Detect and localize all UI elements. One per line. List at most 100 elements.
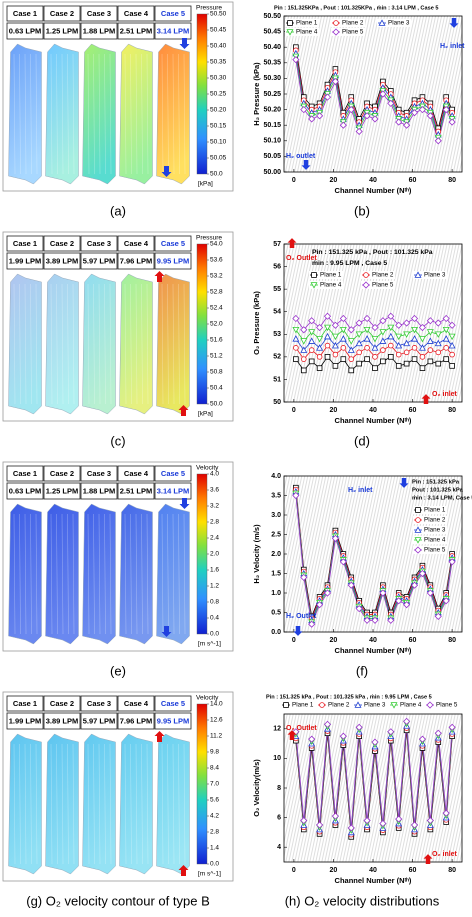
data-point [435, 360, 442, 367]
annotation: Pin : 151.325 kPa [412, 480, 460, 486]
data-point [331, 321, 339, 329]
colorbar-label: 50.35 [210, 59, 227, 66]
legend-background [413, 536, 447, 544]
data-point [403, 121, 411, 129]
channel-line [87, 513, 90, 635]
case-header: Case 1 [13, 699, 37, 708]
contour-plate [119, 503, 153, 645]
channel-line [30, 743, 32, 865]
data-point [371, 335, 379, 343]
legend-background [377, 19, 411, 27]
legend-marker [310, 282, 318, 289]
flow-arrow [179, 498, 190, 509]
y-tick-label: 50.45 [263, 28, 281, 35]
channel-line [135, 743, 138, 865]
data-point [371, 323, 379, 332]
channel-line [124, 743, 127, 865]
header-cell [6, 695, 44, 712]
contour-plate [8, 733, 42, 875]
flow-cell [6, 22, 44, 40]
channel-line [104, 53, 106, 175]
case-header: Case 5 [161, 699, 185, 708]
flow-arrow [161, 166, 172, 177]
case-header: Case 3 [87, 239, 111, 248]
plot-background [284, 714, 462, 862]
contour-plate [156, 273, 190, 415]
channel-line [178, 513, 180, 635]
channel-line [109, 283, 112, 405]
data-point [387, 99, 395, 107]
case-header: Case 4 [124, 699, 149, 708]
y-tick-label: 52 [273, 354, 281, 361]
caption: (f) [356, 663, 368, 678]
flow-arrow [423, 854, 433, 864]
flow-arrow [287, 730, 297, 740]
colorbar-label: 50.40 [210, 43, 227, 50]
flow-rate: 5.97 LPM [83, 256, 116, 265]
data-point [411, 345, 418, 351]
colorbar [196, 13, 208, 175]
channel-line [30, 53, 32, 175]
data-point [340, 356, 347, 362]
channel-line [30, 283, 32, 405]
legend-background [331, 19, 365, 27]
data-point [332, 351, 339, 358]
channel-line [56, 53, 58, 175]
case-header: Case 3 [87, 469, 111, 478]
channel-line [98, 743, 101, 865]
channel-line [93, 513, 95, 635]
flow-rate: 7.96 LPM [120, 716, 153, 725]
y-axis-label: H₂ Pressure (kPa) [252, 62, 261, 126]
colorbar-title: Pressure [196, 5, 222, 12]
case-header: Case 3 [87, 9, 111, 18]
data-point [300, 367, 307, 374]
flow-rate: 5.97 LPM [83, 716, 116, 725]
header-cell [80, 465, 118, 482]
x-tick-label: 60 [409, 407, 417, 414]
data-point [442, 335, 450, 342]
channel-line [183, 283, 186, 405]
colorbar [196, 243, 208, 405]
legend-background [413, 271, 447, 279]
y-tick-label: 1.5 [271, 570, 281, 577]
flow-rate: 1.88 LPM [83, 26, 116, 35]
channel-line [56, 283, 58, 405]
data-point [372, 354, 378, 360]
legend-label: Plane 3 [424, 272, 446, 279]
caption: (d) [354, 433, 370, 448]
channel-line [67, 743, 69, 865]
channel-line [50, 513, 53, 635]
legend-label: Plane 2 [424, 517, 446, 524]
channel-line [19, 53, 21, 175]
colorbar-unit: [m s^-1] [198, 641, 221, 648]
y-tick-label: 50.40 [263, 44, 281, 51]
data-point [418, 106, 427, 114]
header-cell [154, 695, 192, 712]
legend-background [413, 506, 447, 514]
channel-line [72, 513, 75, 635]
data-point [308, 347, 315, 353]
colorbar-unit: [m s^-1] [198, 871, 221, 878]
data-point [356, 349, 362, 356]
flow-rate: 1.99 LPM [9, 256, 42, 265]
legend-background [285, 28, 319, 36]
data-point [419, 365, 426, 371]
x-tick-label: 0 [292, 407, 296, 414]
legend-label: Plane 4 [400, 702, 422, 709]
flow-rate: 0.63 LPM [9, 486, 42, 495]
data-point [340, 345, 347, 351]
legend-marker [311, 272, 317, 278]
legend-background [309, 271, 343, 279]
channel-line [135, 513, 138, 635]
x-tick-label: 20 [330, 177, 338, 184]
channel-line [61, 743, 64, 865]
data-point [442, 809, 450, 817]
data-point [324, 324, 331, 332]
y-axis-label: O₂ Pressure (kPa) [252, 291, 261, 355]
caption: (h) O₂ velocity distributions [285, 893, 440, 908]
flow-cell [6, 712, 44, 730]
contour-plate [82, 503, 116, 645]
x-axis-label: Channel Number (Nᵗʰ) [335, 186, 412, 195]
contour-plate [156, 43, 190, 185]
colorbar [196, 473, 208, 635]
